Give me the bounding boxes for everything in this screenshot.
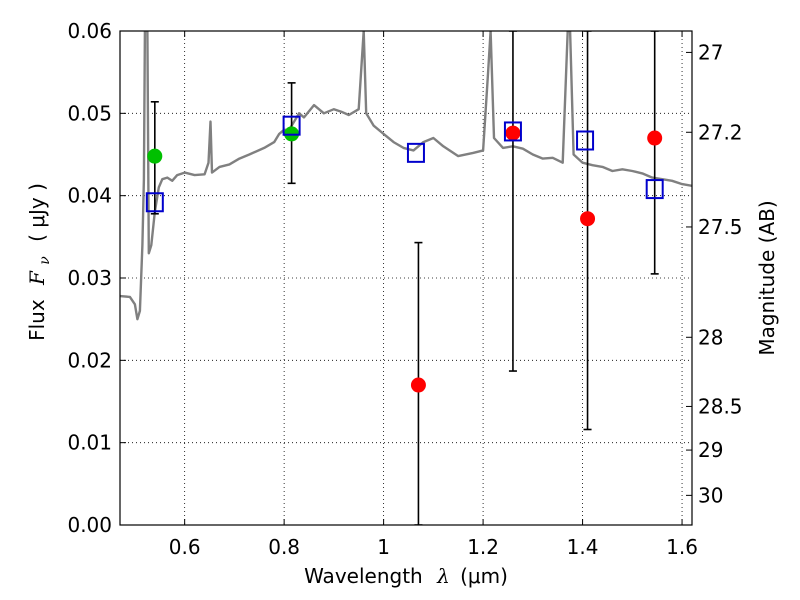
y-tick-label-0: 0.00 (67, 513, 112, 537)
data-point-0-0 (147, 148, 163, 164)
data-point-2-5 (645, 179, 664, 200)
x-axis-label: Wavelength λ (μm) (304, 564, 508, 588)
x-axis-label-unit: (μm) (460, 564, 508, 588)
data-point-2-3 (503, 121, 522, 142)
y-tick-label-1: 0.01 (67, 431, 112, 455)
x-axis-label-symbol: λ (436, 564, 450, 588)
data-point-1-3 (647, 130, 663, 146)
y2-tick-label-6: 30 (698, 483, 723, 507)
x-tick-label-0: 0.6 (169, 535, 201, 559)
y-axis-label-subscript: ν (37, 256, 53, 265)
y-tick-label-5: 0.05 (67, 101, 112, 125)
x-tick-label-3: 1.2 (467, 535, 499, 559)
y2-tick-label-1: 27.2 (698, 120, 743, 144)
data-markers (145, 115, 664, 393)
y-axis-label-symbol: F (25, 270, 49, 286)
y2-tick-label-3: 28 (698, 325, 723, 349)
y-tick-label-3: 0.03 (67, 266, 112, 290)
y-tick-label-6: 0.06 (67, 19, 112, 43)
model-spectrum-line (120, 31, 692, 321)
data-point-1-1 (505, 125, 521, 141)
y-axis-label: Flux F ν ( μJy ) (25, 183, 54, 341)
data-point-2-1 (282, 115, 301, 136)
x-tick-label-5: 1.6 (666, 535, 698, 559)
y2-axis-ticks: 27 27.2 27.5 28 28.5 29 30 (686, 40, 743, 507)
y-tick-label-4: 0.04 (67, 184, 112, 208)
y2-tick-label-4: 28.5 (698, 394, 743, 418)
y-tick-label-2: 0.02 (67, 348, 112, 372)
y2-tick-label-2: 27.5 (698, 215, 743, 239)
x-tick-label-2: 1 (377, 535, 390, 559)
y2-tick-label-0: 27 (698, 40, 723, 64)
data-point-2-4 (576, 130, 595, 151)
data-point-2-0 (145, 192, 164, 213)
plot-background (120, 31, 692, 525)
y-axis-ticks: 0.00 0.01 0.02 0.03 0.04 0.05 0.06 (67, 19, 126, 537)
x-tick-label-4: 1.4 (567, 535, 599, 559)
data-point-1-0 (410, 377, 426, 393)
model-spectrum (120, 31, 692, 321)
error-bars (150, 31, 659, 525)
y2-axis-label: Magnitude (AB) (755, 200, 779, 355)
y-axis-label-unit: ( μJy ) (25, 183, 49, 242)
y2-tick-label-5: 29 (698, 438, 723, 462)
x-axis-label-prefix: Wavelength (304, 564, 423, 588)
y-axis-label-prefix: Flux (25, 299, 49, 341)
data-point-2-2 (406, 142, 425, 163)
x-axis-ticks: 0.6 0.8 1 1.2 1.4 1.6 (169, 31, 698, 559)
data-point-1-2 (580, 211, 596, 227)
x-tick-label-1: 0.8 (268, 535, 300, 559)
